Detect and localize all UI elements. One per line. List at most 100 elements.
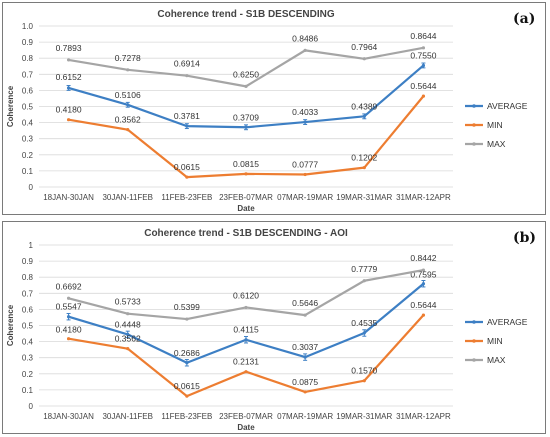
data-label-average: 0.2686 — [174, 348, 200, 358]
data-point-min — [185, 175, 189, 179]
data-point-min — [244, 370, 248, 374]
data-label-max: 0.7893 — [56, 43, 82, 53]
data-label-min: 0.1202 — [351, 153, 377, 163]
data-label-min: 0.0615 — [174, 162, 200, 172]
y-tick-label: 0.3 — [22, 135, 34, 144]
y-axis-label: Coherence — [6, 304, 15, 346]
x-tick-label: 30JAN-11FEB — [102, 193, 153, 202]
legend-label-average: AVERAGE — [487, 101, 528, 111]
data-point-average — [362, 331, 366, 335]
data-label-min: 0.3562 — [115, 334, 141, 344]
y-tick-label: 0.7 — [22, 70, 34, 79]
data-point-average — [244, 338, 248, 342]
x-tick-label: 07MAR-19MAR — [277, 412, 333, 421]
legend-label-average: AVERAGE — [487, 317, 528, 327]
legend-label-max: MAX — [487, 355, 506, 365]
y-tick-label: 0.5 — [22, 103, 34, 112]
data-label-min: 0.4180 — [56, 105, 82, 115]
data-label-min: 0.3562 — [115, 115, 141, 125]
y-tick-label: 0.8 — [22, 54, 34, 63]
data-label-min: 0.5644 — [410, 81, 436, 91]
data-point-min — [303, 172, 307, 177]
data-point-min — [421, 313, 426, 317]
legend-marker-max — [472, 358, 476, 362]
chart-panel-b: Coherence trend - S1B DESCENDING - AOI (b… — [2, 221, 546, 434]
data-label-max: 0.5646 — [292, 298, 318, 308]
data-point-min — [66, 118, 71, 122]
data-point-max — [66, 58, 71, 62]
data-point-max — [185, 317, 189, 321]
data-label-max: 0.6250 — [233, 69, 259, 79]
legend-marker-min — [472, 339, 476, 343]
data-point-average — [421, 63, 426, 68]
data-label-min: 0.0875 — [292, 377, 318, 387]
data-point-min — [421, 94, 426, 98]
data-point-max — [126, 68, 130, 72]
y-tick-label: 0.7 — [22, 289, 34, 298]
data-point-max — [303, 48, 307, 52]
data-label-max: 0.6914 — [174, 59, 200, 69]
y-tick-label: 0.8 — [22, 273, 34, 282]
data-label-average: 0.7550 — [410, 50, 436, 60]
data-point-average — [362, 114, 366, 118]
x-tick-label: 19MAR-31MAR — [336, 412, 392, 421]
data-point-max — [303, 313, 307, 317]
data-point-min — [126, 128, 130, 132]
data-label-max: 0.6692 — [56, 281, 82, 291]
legend-label-min: MIN — [487, 120, 503, 130]
chart-b-svg: Coherence trend - S1B DESCENDING - AOI (b… — [6, 228, 536, 432]
y-tick-label: 1 — [29, 241, 34, 250]
data-point-average — [244, 125, 248, 129]
x-tick-label: 31MAR-12APR — [396, 193, 451, 202]
y-tick-label: 0.1 — [22, 167, 34, 176]
y-tick-label: 0.4 — [22, 119, 34, 128]
data-label-average: 0.3037 — [292, 342, 318, 352]
data-point-average — [126, 103, 130, 107]
data-label-average: 0.6152 — [56, 72, 82, 82]
y-tick-label: 1.0 — [22, 22, 34, 31]
y-tick-label: 0.4 — [22, 338, 34, 347]
x-tick-label: 07MAR-19MAR — [277, 193, 333, 202]
data-point-max — [126, 312, 130, 316]
x-tick-label: 18JAN-30JAN — [43, 412, 94, 421]
data-point-max — [244, 84, 248, 88]
data-point-max — [421, 46, 426, 50]
data-point-max — [362, 279, 366, 283]
data-label-max: 0.7964 — [351, 42, 377, 52]
x-axis-label: Date — [237, 204, 255, 213]
y-axis-label: Coherence — [6, 85, 15, 127]
data-point-average — [66, 86, 71, 90]
data-point-min — [185, 394, 189, 398]
x-tick-label: 31MAR-12APR — [396, 412, 451, 421]
y-tick-label: 0.9 — [22, 38, 34, 47]
data-label-max: 0.5733 — [115, 297, 141, 307]
data-point-average — [303, 120, 307, 124]
chart-title: Coherence trend - S1B DESCENDING — [157, 9, 334, 20]
x-tick-label: 23FEB-07MAR — [219, 193, 273, 202]
y-tick-label: 0.9 — [22, 257, 34, 266]
data-label-average: 0.4448 — [115, 319, 141, 329]
y-tick-label: 0.2 — [22, 370, 34, 379]
data-label-max: 0.5399 — [174, 302, 200, 312]
data-point-min — [66, 337, 71, 341]
data-label-max: 0.7779 — [351, 264, 377, 274]
y-tick-label: 0.6 — [22, 305, 34, 314]
data-point-average — [421, 282, 426, 286]
data-label-max: 0.8644 — [410, 31, 436, 41]
data-point-min — [244, 172, 248, 176]
data-label-average: 0.4535 — [351, 318, 377, 328]
data-label-min: 0.0777 — [292, 159, 318, 169]
y-tick-label: 0.2 — [22, 151, 34, 160]
y-tick-label: 0 — [29, 402, 34, 411]
x-tick-label: 11FEB-23FEB — [161, 193, 212, 202]
chart-a-svg: Coherence trend - S1B DESCENDING (a) 0 0.1 0… — [6, 9, 535, 213]
data-label-average: 0.5106 — [115, 90, 141, 100]
data-label-min: 0.2131 — [233, 357, 259, 367]
data-label-min: 0.1570 — [351, 366, 377, 376]
data-label-average: 0.4115 — [233, 325, 259, 335]
panel-tag: (b) — [513, 230, 536, 246]
data-label-max: 0.7278 — [115, 53, 141, 63]
y-tick-label: 0.5 — [22, 322, 34, 331]
data-point-min — [362, 379, 366, 383]
data-label-max: 0.8442 — [410, 253, 436, 263]
